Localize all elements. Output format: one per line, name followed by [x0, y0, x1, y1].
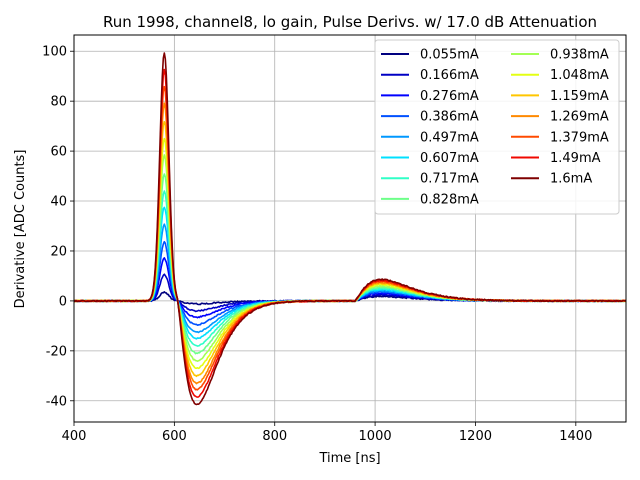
- legend-label: 0.717mA: [420, 172, 479, 187]
- legend-label: 0.938mA: [550, 48, 609, 63]
- data-layer: [74, 52, 626, 406]
- x-tick-label: 800: [262, 429, 287, 444]
- legend-label: 0.828mA: [420, 192, 479, 207]
- y-tick-label: -40: [46, 394, 67, 409]
- y-tick-label: 80: [50, 95, 67, 110]
- tick-layer: 400 600 800 1000 1200 1400 -40 -20 0 20 40 60 80 100: [42, 45, 592, 444]
- y-tick-label: 60: [50, 145, 67, 160]
- y-tick-label: 20: [50, 244, 67, 259]
- y-tick-label: 0: [59, 294, 67, 309]
- legend-label: 1.6mA: [550, 172, 592, 187]
- legend-label: 0.166mA: [420, 68, 479, 83]
- legend-label: 0.055mA: [420, 48, 479, 63]
- x-tick-label: 400: [62, 429, 87, 444]
- legend-label: 1.159mA: [550, 89, 609, 104]
- x-tick-label: 1400: [559, 429, 592, 444]
- x-tick-label: 1000: [359, 429, 392, 444]
- legend-label: 1.269mA: [550, 110, 609, 125]
- legend-label: 1.048mA: [550, 68, 609, 83]
- y-axis-label: Derivative [ADC Counts]: [13, 150, 28, 309]
- legend-label: 0.607mA: [420, 151, 479, 166]
- x-tick-label: 1200: [459, 429, 492, 444]
- y-tick-label: -20: [46, 344, 67, 359]
- x-axis-label: Time [ns]: [318, 451, 380, 466]
- plot-frame: [73, 34, 627, 423]
- x-tick-label: 600: [162, 429, 187, 444]
- chart-title: Run 1998, channel8, lo gain, Pulse Deriv…: [103, 13, 597, 31]
- legend-box: [374, 39, 620, 215]
- legend-label: 1.49mA: [550, 151, 601, 166]
- legend-label: 0.386mA: [420, 110, 479, 125]
- legend-label: 0.276mA: [420, 89, 479, 104]
- legend: 0.055mA 0.166mA 0.276mA 0.386mA 0.497mA 0.607…: [374, 39, 620, 215]
- series-line: [74, 52, 626, 406]
- legend-label: 1.379mA: [550, 130, 609, 145]
- y-tick-label: 40: [50, 195, 67, 210]
- y-tick-label: 100: [42, 45, 67, 60]
- legend-label: 0.497mA: [420, 130, 479, 145]
